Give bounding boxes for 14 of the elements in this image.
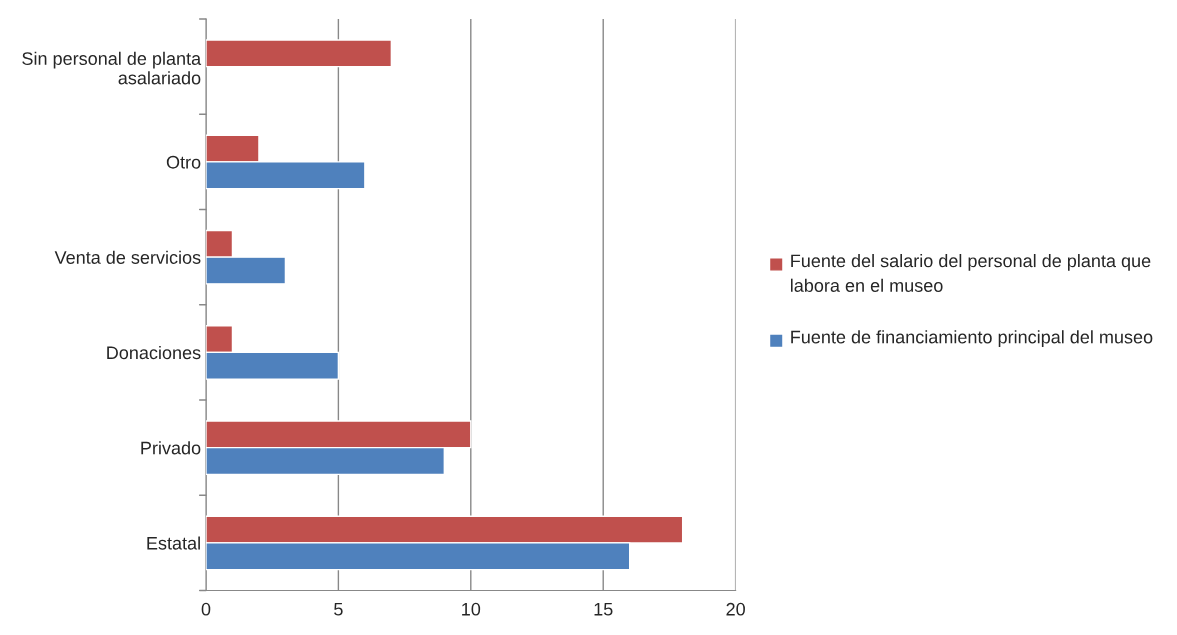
legend-label: Fuente de financiamiento principal del museo	[791, 330, 1153, 348]
x-tick-label: 10	[462, 602, 481, 616]
legend-label: Fuente del salario del personal de planta que labora en el museo	[790, 254, 1151, 292]
y-tick-label: Otro	[166, 155, 201, 169]
bar	[205, 39, 393, 68]
x-tick-label: 5	[334, 603, 343, 616]
x-tick-label: 15	[594, 603, 613, 616]
y-tick-label: Venta de servicios	[54, 250, 201, 264]
y-tick-label: Sin personal de planta asalariado	[22, 51, 202, 85]
x-tick-label: 20	[726, 602, 745, 616]
y-tick-label: Estatal	[147, 536, 200, 550]
x-tick-label: 0	[201, 602, 211, 616]
y-tick-label: Privado	[141, 441, 201, 455]
y-tick-label: Donaciones	[107, 345, 201, 360]
